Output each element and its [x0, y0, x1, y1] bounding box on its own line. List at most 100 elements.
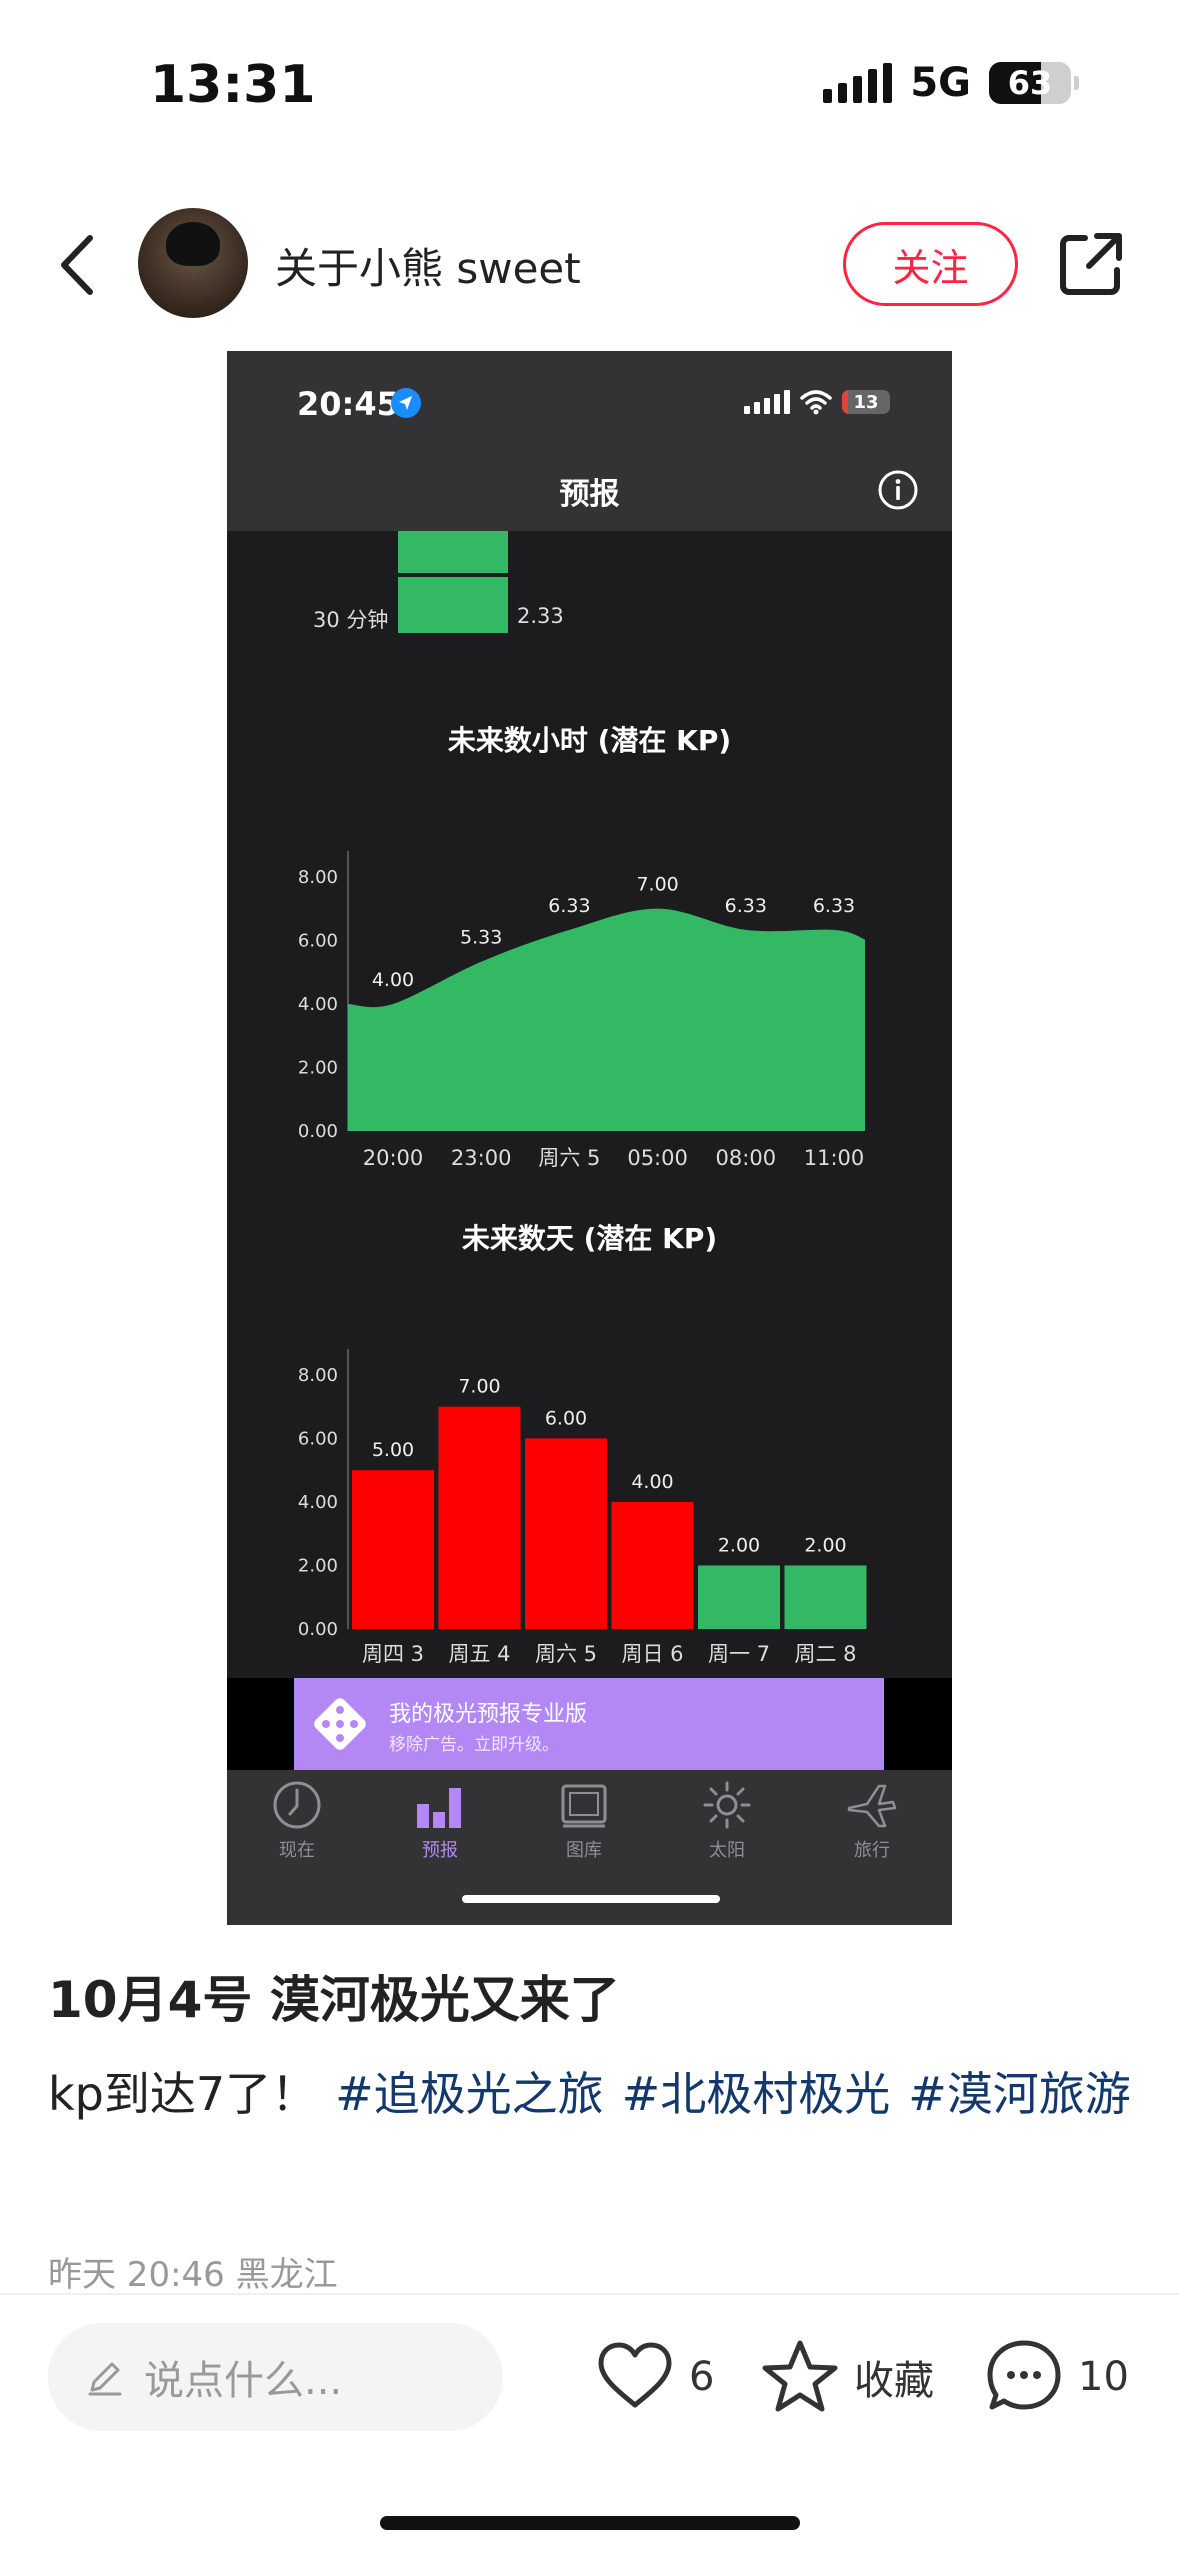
y-tick-label: 6.00: [298, 930, 338, 951]
x-tick-label: 11:00: [804, 1146, 865, 1170]
wifi-icon: [800, 390, 832, 415]
x-tick-label: 20:00: [363, 1146, 424, 1170]
short-term-section: 30 分钟 2.33: [227, 531, 952, 641]
comment-placeholder: 说点什么...: [144, 2358, 343, 2404]
plane-icon: [847, 1784, 897, 1828]
bar-chart-icon: [417, 1788, 461, 1828]
nav-title: 预报: [559, 477, 620, 512]
x-tick-label: 周四 3: [362, 1642, 424, 1666]
home-indicator: [380, 2516, 800, 2530]
bar: [525, 1438, 607, 1629]
data-label: 4.00: [631, 1471, 673, 1493]
post-text: kp到达7了！: [48, 2067, 318, 2121]
tab-sun[interactable]: 太阳: [667, 1778, 787, 1878]
collect-button[interactable]: 收藏: [760, 2335, 934, 2419]
app-status-indicators: 13: [744, 389, 890, 415]
app-signal-icon: [744, 390, 790, 414]
user-name[interactable]: 关于小熊 sweet: [275, 244, 581, 293]
comment-bubble-icon: [987, 2340, 1061, 2410]
signal-icon: [823, 63, 893, 103]
dice-icon: [314, 1698, 366, 1750]
hashtag-link[interactable]: #漠河旅游: [908, 2067, 1131, 2121]
x-tick-label: 周六 5: [535, 1642, 597, 1666]
hourly-chart: 0.00 2.00 4.00 6.00 8.00 4.00 20:00 5.33 23:00 6.…: [298, 851, 865, 1170]
short-term-bar-upper: [398, 531, 508, 573]
divider: [0, 2293, 1179, 2295]
x-tick-label: 23:00: [451, 1146, 512, 1170]
data-label: 7.00: [636, 874, 678, 896]
avatar[interactable]: [138, 208, 248, 318]
collect-label: 收藏: [854, 2358, 934, 2404]
hourly-area: [348, 908, 865, 1131]
tab-label: 预报: [422, 1840, 458, 1861]
tab-label: 旅行: [854, 1840, 890, 1861]
promo-banner[interactable]: 我的极光预报专业版 移除广告。立即升级。: [227, 1678, 952, 1770]
info-icon[interactable]: [877, 469, 919, 511]
sun-icon: [703, 1781, 751, 1829]
y-tick-label: 4.00: [298, 994, 338, 1015]
data-label: 5.33: [460, 927, 502, 949]
post-body: kp到达7了！ #追极光之旅 #北极村极光 #漠河旅游: [48, 2055, 1138, 2133]
comment-count: 10: [1078, 2354, 1129, 2400]
pencil-icon: [88, 2362, 122, 2396]
x-tick-label: 周六 5: [538, 1146, 600, 1170]
x-tick-label: 08:00: [716, 1146, 777, 1170]
tab-gallery[interactable]: 图库: [524, 1778, 644, 1878]
app-battery-level: 13: [853, 391, 879, 413]
follow-button[interactable]: 关注: [843, 222, 1018, 306]
post-image[interactable]: 20:45 13 预报: [227, 351, 952, 1925]
y-tick-label: 2.00: [298, 1555, 338, 1576]
like-count: 6: [689, 2354, 715, 2400]
x-tick-label: 05:00: [627, 1146, 688, 1170]
app-header: 20:45 13 预报: [227, 351, 952, 531]
x-tick-label: 周一 7: [708, 1642, 770, 1666]
data-label: 4.00: [372, 969, 414, 991]
data-label: 7.00: [458, 1376, 500, 1398]
bar: [352, 1470, 434, 1629]
tab-travel[interactable]: 旅行: [812, 1778, 932, 1878]
app-battery-icon: 13: [842, 390, 890, 414]
hashtag-link[interactable]: #追极光之旅: [335, 2067, 604, 2121]
y-tick-label: 4.00: [298, 1492, 338, 1513]
x-tick-label: 周二 8: [794, 1642, 856, 1666]
bar: [438, 1406, 521, 1629]
status-indicators: 5G 63: [823, 60, 1079, 106]
tab-label: 太阳: [709, 1840, 745, 1861]
data-label: 6.33: [813, 895, 855, 917]
y-tick-label: 0.00: [298, 1619, 338, 1640]
comment-button[interactable]: 10: [984, 2335, 1129, 2419]
share-icon[interactable]: [1055, 228, 1127, 300]
y-tick-label: 6.00: [298, 1428, 338, 1449]
tab-label: 现在: [279, 1840, 315, 1861]
bar: [784, 1565, 867, 1629]
data-label: 5.00: [372, 1439, 414, 1461]
comment-input[interactable]: 说点什么...: [48, 2323, 503, 2431]
hourly-chart-title: 未来数小时 (潜在 KP): [447, 724, 732, 757]
x-tick-label: 周日 6: [621, 1642, 683, 1666]
daily-chart-title: 未来数天 (潜在 KP): [461, 1222, 718, 1255]
short-term-label: 30 分钟: [313, 608, 389, 632]
data-label: 6.33: [548, 895, 590, 917]
promo-subtitle: 移除广告。立即升级。: [389, 1735, 559, 1755]
short-term-value: 2.33: [517, 604, 564, 628]
data-label: 6.33: [725, 895, 767, 917]
y-tick-label: 0.00: [298, 1121, 338, 1142]
gallery-icon: [561, 1784, 607, 1828]
status-time: 13:31: [150, 55, 316, 115]
tab-now[interactable]: 现在: [237, 1778, 357, 1878]
network-label: 5G: [910, 60, 971, 106]
post-meta: 昨天 20:46 黑龙江: [48, 2255, 338, 2295]
hashtag-link[interactable]: #北极村极光: [621, 2067, 891, 2121]
tab-label: 图库: [566, 1840, 602, 1861]
battery-level: 63: [1007, 64, 1053, 102]
y-tick-label: 8.00: [298, 1365, 338, 1386]
app-home-indicator: [462, 1895, 720, 1903]
like-button[interactable]: 6: [595, 2335, 714, 2419]
tab-forecast[interactable]: 预报: [380, 1778, 500, 1878]
battery-icon: 63: [989, 62, 1071, 104]
app-status-time: 20:45: [297, 385, 399, 423]
bar: [698, 1565, 780, 1629]
heart-icon: [598, 2342, 672, 2408]
data-label: 2.00: [804, 1534, 846, 1556]
back-icon[interactable]: [48, 230, 108, 300]
